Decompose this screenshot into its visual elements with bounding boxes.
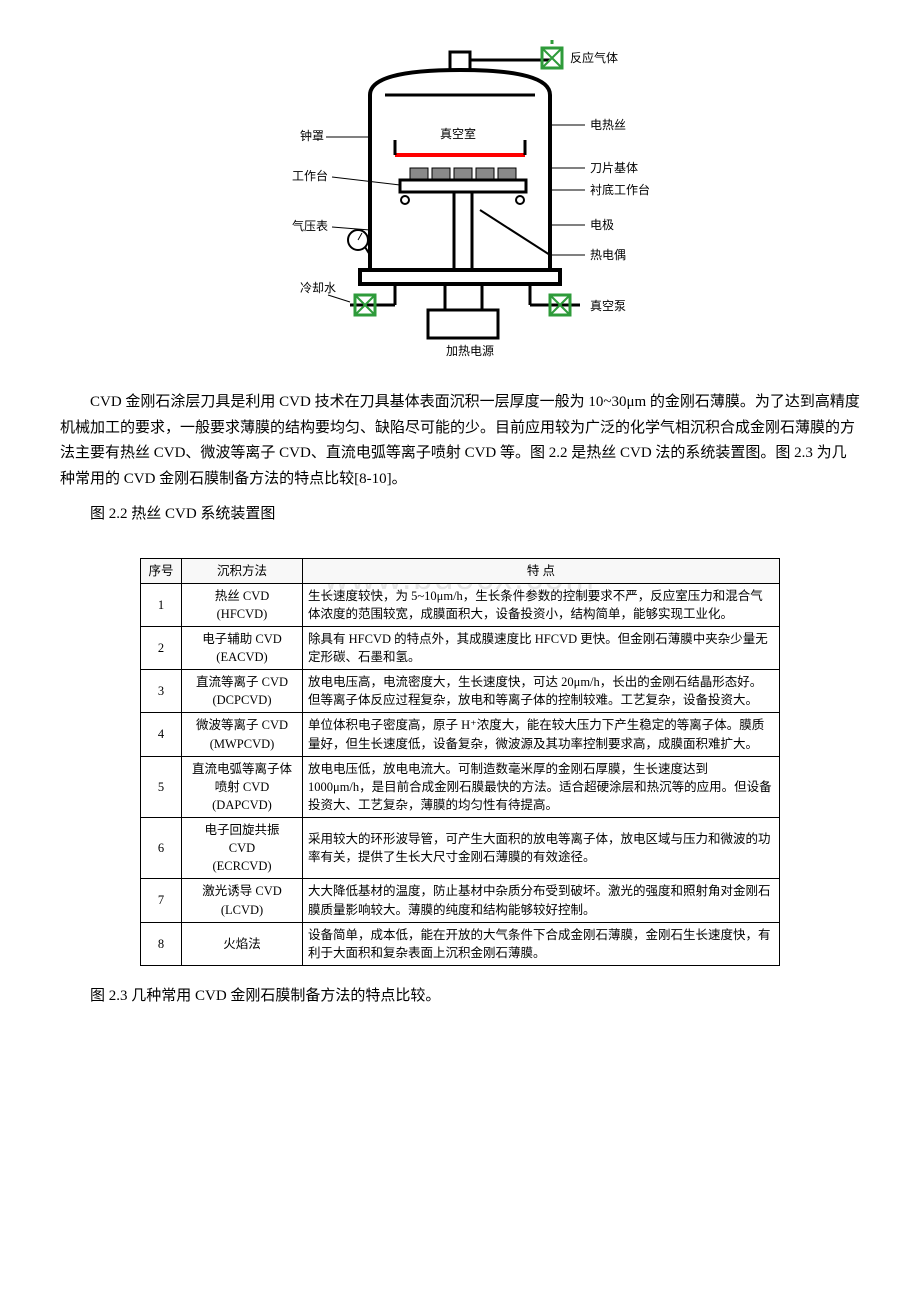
hfcvd-diagram: 反应气体 电热丝 刀片基体 衬底工作台 电极 热电偶 — [250, 40, 670, 370]
cell-feature: 采用较大的环形波导管，可产生大面积的放电等离子体，放电区域与压力和微波的功率有关… — [303, 818, 780, 879]
figure-caption-22: 图 2.2 热丝 CVD 系统装置图 — [60, 502, 860, 528]
label-reactive-gas: 反应气体 — [570, 50, 618, 65]
cell-feature: 大大降低基材的温度，防止基材中杂质分布受到破坏。激光的强度和照射角对金刚石膜质量… — [303, 879, 780, 922]
cell-feature: 设备简单，成本低，能在开放的大气条件下合成金刚石薄膜，金刚石生长速度快，有利于大… — [303, 922, 780, 965]
figure-caption-23: 图 2.3 几种常用 CVD 金刚石膜制备方法的特点比较。 — [60, 984, 860, 1010]
label-heater-wire: 电热丝 — [590, 118, 626, 132]
cell-method: 直流电弧等离子体喷射 CVD(DAPCVD) — [182, 756, 303, 817]
cvd-methods-table: 序号 沉积方法 特 点 1热丝 CVD(HFCVD)生长速度较快，为 5~10μ… — [140, 558, 780, 966]
label-pressure-gauge: 气压表 — [292, 218, 328, 233]
cell-num: 6 — [141, 818, 182, 879]
cell-num: 8 — [141, 922, 182, 965]
cell-num: 1 — [141, 583, 182, 626]
label-bell-jar: 钟罩 — [300, 128, 324, 143]
body-paragraph: CVD 金刚石涂层刀具是利用 CVD 技术在刀具基体表面沉积一层厚度一般为 10… — [60, 390, 860, 492]
cell-num: 5 — [141, 756, 182, 817]
label-substrate-table: 衬底工作台 — [590, 182, 650, 197]
label-thermocouple: 热电偶 — [590, 248, 626, 262]
cell-method: 微波等离子 CVD(MWPCVD) — [182, 713, 303, 756]
cell-num: 2 — [141, 626, 182, 669]
cell-feature: 单位体积电子密度高，原子 H⁺浓度大，能在较大压力下产生稳定的等离子体。膜质量好… — [303, 713, 780, 756]
cell-num: 7 — [141, 879, 182, 922]
cell-method: 热丝 CVD(HFCVD) — [182, 583, 303, 626]
cell-feature: 放电电压低，放电电流大。可制造数毫米厚的金刚石厚膜，生长速度达到 1000μm/… — [303, 756, 780, 817]
diagram-container: 反应气体 电热丝 刀片基体 衬底工作台 电极 热电偶 — [60, 40, 860, 370]
cell-method: 直流等离子 CVD(DCPCVD) — [182, 670, 303, 713]
cell-method: 火焰法 — [182, 922, 303, 965]
label-worktable: 工作台 — [292, 168, 328, 183]
cell-feature: 放电电压高，电流密度大，生长速度快，可达 20μm/h，长出的金刚石结晶形态好。… — [303, 670, 780, 713]
label-cooling-water: 冷却水 — [300, 281, 336, 295]
label-vacuum-pump: 真空泵 — [590, 299, 626, 313]
cell-method: 电子回旋共振CVD(ECRCVD) — [182, 818, 303, 879]
th-method: 沉积方法 — [182, 558, 303, 583]
table-body: 1热丝 CVD(HFCVD)生长速度较快，为 5~10μm/h，生长条件参数的控… — [141, 583, 780, 965]
label-electrode: 电极 — [590, 218, 614, 232]
label-vacuum-chamber: 真空室 — [440, 126, 476, 141]
th-num: 序号 — [141, 558, 182, 583]
cell-method: 电子辅助 CVD(EACVD) — [182, 626, 303, 669]
th-features: 特 点 — [303, 558, 780, 583]
cell-num: 3 — [141, 670, 182, 713]
label-heating-power: 加热电源 — [446, 344, 494, 358]
cell-feature: 生长速度较快，为 5~10μm/h，生长条件参数的控制要求不严，反应室压力和混合… — [303, 583, 780, 626]
label-blade-substrate: 刀片基体 — [590, 161, 638, 175]
cell-num: 4 — [141, 713, 182, 756]
cell-feature: 除具有 HFCVD 的特点外，其成膜速度比 HFCVD 更快。但金刚石薄膜中夹杂… — [303, 626, 780, 669]
table-container: www.bdocx.com 序号 沉积方法 特 点 1热丝 CVD(HFCVD)… — [60, 558, 860, 966]
cell-method: 激光诱导 CVD(LCVD) — [182, 879, 303, 922]
